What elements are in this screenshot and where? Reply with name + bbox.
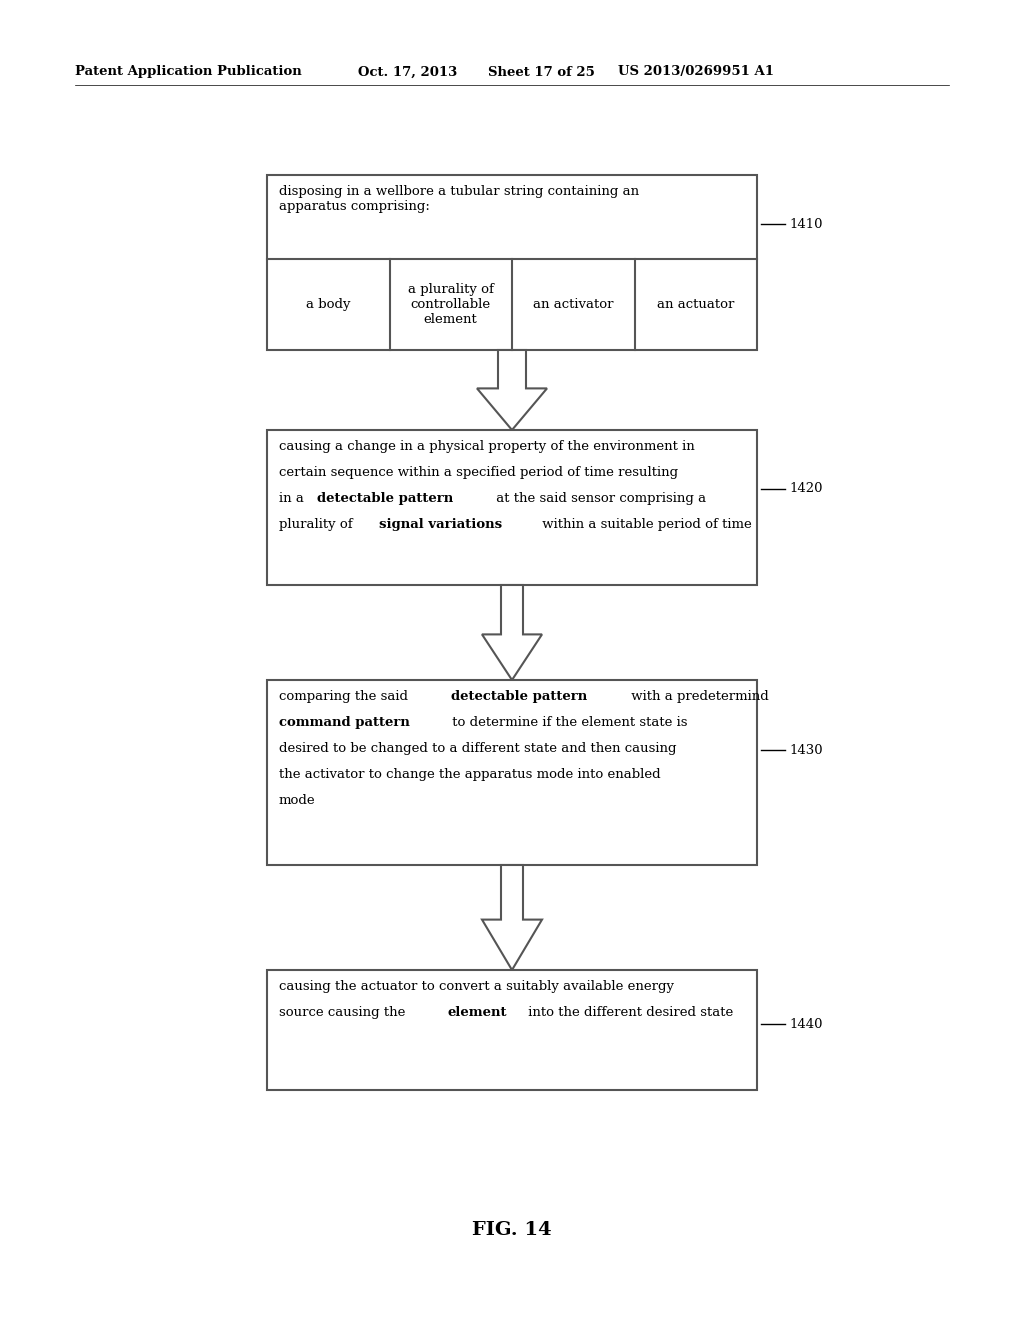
Text: into the different desired state: into the different desired state	[524, 1006, 733, 1019]
Text: US 2013/0269951 A1: US 2013/0269951 A1	[618, 66, 774, 78]
Text: causing the actuator to convert a suitably available energy: causing the actuator to convert a suitab…	[279, 979, 674, 993]
Text: 1410: 1410	[790, 218, 822, 231]
Bar	[267, 970, 757, 1090]
Text: detectable pattern: detectable pattern	[451, 690, 587, 704]
Text: in a: in a	[279, 492, 308, 506]
Text: an activator: an activator	[534, 298, 613, 312]
Bar	[267, 680, 757, 865]
Text: with a predetermind: with a predetermind	[627, 690, 768, 704]
Text: 1430: 1430	[790, 743, 822, 756]
Text: mode: mode	[279, 795, 315, 807]
Text: plurality of: plurality of	[279, 517, 357, 531]
Text: signal variations: signal variations	[380, 517, 503, 531]
Text: a plurality of
controllable
element: a plurality of controllable element	[408, 282, 494, 326]
Polygon shape	[482, 865, 542, 970]
Text: command pattern: command pattern	[279, 715, 410, 729]
Bar	[267, 430, 757, 585]
Text: Sheet 17 of 25: Sheet 17 of 25	[488, 66, 595, 78]
Text: Patent Application Publication: Patent Application Publication	[75, 66, 302, 78]
Text: within a suitable period of time: within a suitable period of time	[539, 517, 752, 531]
Text: FIG. 14: FIG. 14	[472, 1221, 552, 1239]
Text: the activator to change the apparatus mode into enabled: the activator to change the apparatus mo…	[279, 768, 660, 781]
Text: desired to be changed to a different state and then causing: desired to be changed to a different sta…	[279, 742, 677, 755]
Text: detectable pattern: detectable pattern	[316, 492, 453, 506]
Text: at the said sensor comprising a: at the said sensor comprising a	[493, 492, 707, 506]
Text: 1440: 1440	[790, 1018, 822, 1031]
Text: 1420: 1420	[790, 482, 822, 495]
Text: an actuator: an actuator	[657, 298, 734, 312]
Text: source causing the: source causing the	[279, 1006, 410, 1019]
Polygon shape	[482, 585, 542, 680]
Text: causing a change in a physical property of the environment in: causing a change in a physical property …	[279, 440, 694, 453]
Polygon shape	[477, 350, 547, 430]
Text: Oct. 17, 2013: Oct. 17, 2013	[358, 66, 458, 78]
Text: a body: a body	[306, 298, 350, 312]
Text: to determine if the element state is: to determine if the element state is	[447, 715, 687, 729]
Text: element: element	[447, 1006, 507, 1019]
Text: comparing the said: comparing the said	[279, 690, 413, 704]
Text: certain sequence within a specified period of time resulting: certain sequence within a specified peri…	[279, 466, 678, 479]
Text: disposing in a wellbore a tubular string containing an
apparatus comprising:: disposing in a wellbore a tubular string…	[279, 185, 639, 213]
Bar	[267, 176, 757, 350]
